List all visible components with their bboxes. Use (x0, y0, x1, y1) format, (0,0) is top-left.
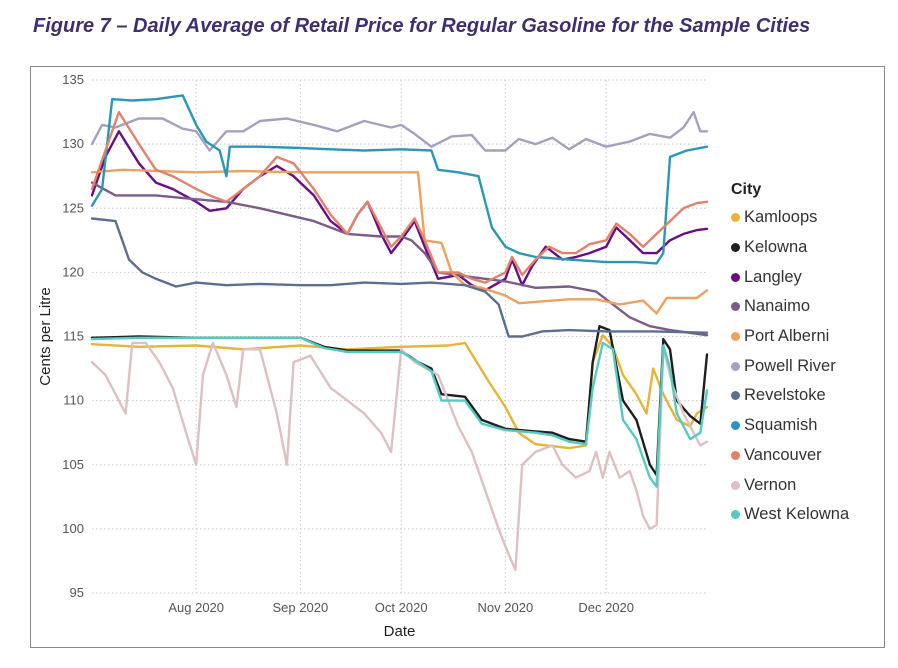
legend-label: Vancouver (744, 445, 822, 464)
legend-label: Vernon (744, 475, 797, 494)
legend-items: Kamloops Kelowna Langley Nanaimo Port Albern… (731, 203, 849, 530)
y-tick-label: 130 (62, 136, 84, 151)
series-lines (90, 94, 709, 572)
legend-item-west-kelowna[interactable]: West Kelowna (731, 500, 849, 530)
legend-title: City (731, 181, 762, 198)
legend-item-langley[interactable]: Langley (731, 262, 849, 292)
series-line-port-alberni (90, 168, 709, 315)
x-tick-label: Sep 2020 (273, 600, 329, 615)
legend-marker-icon (731, 391, 740, 401)
legend-item-vernon[interactable]: Vernon (731, 470, 849, 500)
x-tick-label: Nov 2020 (478, 600, 534, 615)
legend-item-port-alberni[interactable]: Port Alberni (731, 322, 849, 352)
legend-marker-icon (731, 480, 740, 490)
series-line-west-kelowna (90, 336, 709, 488)
y-tick-label: 100 (62, 521, 84, 536)
legend-item-powell-river[interactable]: Powell River (731, 351, 849, 381)
x-tick-labels: Aug 2020 Sep 2020 Oct 2020 Nov 2020 Dec 2020 (168, 600, 634, 615)
legend: City Kamloops Kelowna Langley Nanaimo Port A… (731, 181, 849, 530)
legend-marker-icon (731, 361, 740, 371)
legend-label: Port Alberni (744, 327, 830, 346)
series-line-langley (90, 130, 709, 292)
y-axis-title: Cents per Litre (37, 287, 54, 385)
y-tick-label: 115 (63, 329, 84, 344)
series-line-nanaimo (90, 181, 709, 337)
legend-marker-icon (731, 272, 740, 282)
y-tick-labels: 95 100 105 110 115 120 125 130 135 (62, 72, 84, 600)
series-line-powell-river (90, 110, 709, 152)
legend-label: Nanaimo (744, 297, 811, 316)
figure-title: Figure 7 – Daily Average of Retail Price… (33, 15, 811, 37)
chart-frame (30, 66, 885, 648)
legend-marker-icon (731, 450, 740, 460)
series-line-vernon (90, 341, 709, 572)
y-tick-label: 125 (62, 200, 84, 215)
y-tick-label: 95 (70, 585, 84, 600)
x-tick-label: Oct 2020 (375, 600, 428, 615)
legend-label: Langley (744, 267, 802, 286)
legend-marker-icon (731, 213, 740, 223)
legend-label: Revelstoke (744, 386, 826, 405)
legend-marker-icon (731, 243, 740, 253)
y-tick-label: 120 (62, 264, 84, 279)
legend-label: West Kelowna (744, 505, 850, 524)
legend-item-vancouver[interactable]: Vancouver (731, 441, 849, 471)
x-tick-label: Aug 2020 (168, 600, 224, 615)
series-line-squamish (90, 94, 709, 265)
legend-item-squamish[interactable]: Squamish (731, 411, 849, 441)
y-tick-label: 135 (62, 72, 84, 87)
legend-item-kamloops[interactable]: Kamloops (731, 203, 849, 233)
x-axis-title: Date (384, 623, 416, 640)
legend-marker-icon (731, 332, 740, 342)
legend-label: Kamloops (744, 208, 818, 227)
legend-label: Powell River (744, 356, 836, 375)
legend-item-kelowna[interactable]: Kelowna (731, 233, 849, 263)
legend-label: Kelowna (744, 238, 808, 257)
legend-marker-icon (731, 510, 740, 520)
y-tick-label: 110 (63, 393, 84, 408)
series-line-revelstoke (90, 217, 709, 338)
x-tick-label: Dec 2020 (578, 600, 634, 615)
legend-item-revelstoke[interactable]: Revelstoke (731, 381, 849, 411)
series-line-vancouver (90, 110, 709, 284)
y-tick-label: 105 (62, 457, 84, 472)
legend-marker-icon (731, 421, 740, 431)
legend-marker-icon (731, 302, 740, 312)
legend-item-nanaimo[interactable]: Nanaimo (731, 292, 849, 322)
legend-label: Squamish (744, 416, 818, 435)
